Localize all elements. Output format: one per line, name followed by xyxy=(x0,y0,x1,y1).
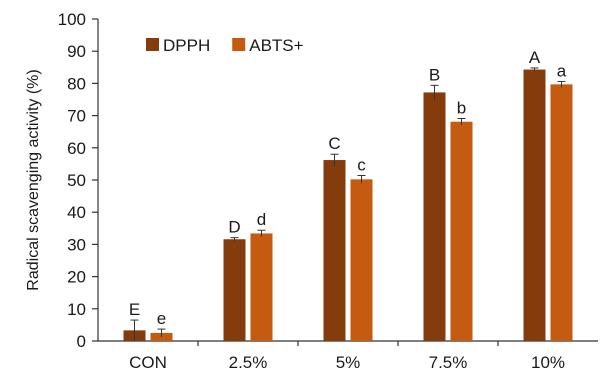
y-tick-label: 0 xyxy=(77,332,86,351)
significance-letter: D xyxy=(228,218,240,237)
bar-dpph xyxy=(323,160,346,341)
significance-letter: B xyxy=(429,65,440,84)
axes: 0 10 20 30 40 50 60 70 80 90 100 CON 2.5% 5% 7.5% 10% xyxy=(58,10,598,372)
x-tick-label: 7.5% xyxy=(429,353,468,372)
legend-label: DPPH xyxy=(163,36,210,55)
significance-letter: C xyxy=(328,134,340,153)
bar-dpph xyxy=(223,239,246,341)
bar-abts xyxy=(250,233,273,341)
significance-letter: d xyxy=(257,210,266,229)
x-tick-label: 5% xyxy=(336,353,361,372)
significance-letter: e xyxy=(157,309,166,328)
bar-abts xyxy=(550,84,573,341)
y-axis-title: Radical scavenging activity (%) xyxy=(25,69,42,290)
y-tick-label: 90 xyxy=(67,42,86,61)
x-tick-label: CON xyxy=(129,353,167,372)
y-tick-label: 80 xyxy=(67,74,86,93)
y-tick-label: 70 xyxy=(67,107,86,126)
y-tick-label: 40 xyxy=(67,203,86,222)
bars: E D C B Ae d c b a xyxy=(123,48,573,341)
bar-abts xyxy=(150,332,173,341)
bar-abts xyxy=(350,179,373,341)
significance-letter: a xyxy=(557,61,567,80)
legend-swatch xyxy=(146,38,159,51)
y-tick-label: 50 xyxy=(67,171,86,190)
y-tick-label: 10 xyxy=(67,300,86,319)
bar-abts xyxy=(450,121,473,341)
significance-letter: A xyxy=(529,48,541,67)
significance-letter: b xyxy=(457,98,466,117)
legend: DPPH ABTS+ xyxy=(146,36,304,55)
legend-swatch xyxy=(232,38,246,51)
bar-dpph xyxy=(423,92,446,341)
x-tick-label: 10% xyxy=(531,353,565,372)
bar-dpph xyxy=(523,69,546,341)
y-tick-label: 100 xyxy=(58,10,86,29)
legend-label: ABTS+ xyxy=(249,36,303,55)
y-tick-label: 60 xyxy=(67,139,86,158)
significance-letter: c xyxy=(357,155,366,174)
y-tick-label: 20 xyxy=(67,268,86,287)
x-tick-label: 2.5% xyxy=(229,353,268,372)
significance-letter: E xyxy=(129,300,140,319)
y-tick-label: 30 xyxy=(67,235,86,254)
